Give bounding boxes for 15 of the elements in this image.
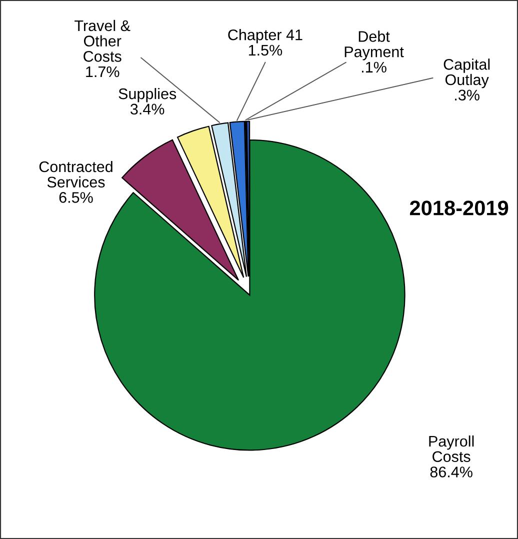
slice-label: Chapter 41 <box>228 29 302 44</box>
slice-label: Payroll Costs <box>429 435 474 462</box>
data-label: 6.5% <box>59 192 93 203</box>
slice-label: Travel & Other Costs <box>74 20 130 62</box>
data-label: 86.4% <box>430 466 472 478</box>
text: 2018-2019 <box>410 200 508 216</box>
data-label: 1.5% <box>248 44 282 56</box>
data-label: 1.7% <box>86 66 120 78</box>
data-label: .3% <box>455 90 480 101</box>
data-label: 3.4% <box>130 104 164 115</box>
slice-label: Capital Outlay <box>444 58 490 88</box>
slice-label: Supplies <box>118 88 176 102</box>
data-label: .1% <box>362 62 386 73</box>
slice-label: Contracted Services <box>39 160 112 188</box>
slice-label: Debt Payment <box>344 30 404 60</box>
